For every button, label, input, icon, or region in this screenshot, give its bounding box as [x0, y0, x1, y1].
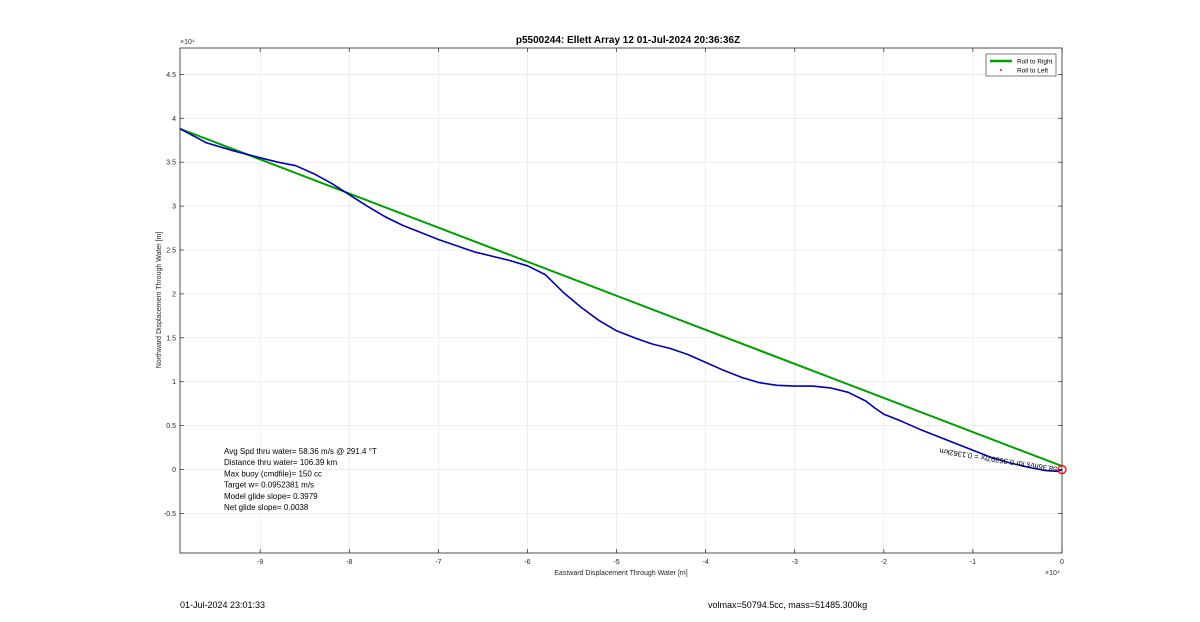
legend-marker-roll-left — [1000, 69, 1002, 71]
x-tick-label: -9 — [257, 559, 263, 566]
x-tick-label: -2 — [881, 559, 887, 566]
y-tick-label: 1 — [172, 379, 176, 386]
x-tick-label: -5 — [613, 559, 619, 566]
y-tick-label: 4.5 — [166, 72, 176, 79]
y-axis-label: Northward Displacement Through Water [m] — [156, 232, 163, 369]
x-tick-label: -3 — [792, 559, 798, 566]
legend: Roll to Right Roll to Left — [985, 53, 1057, 77]
x-tick-label: -1 — [970, 559, 976, 566]
y-tick-label: 0 — [172, 467, 176, 474]
footer-timestamp: 01-Jul-2024 23:01:33 — [180, 600, 266, 610]
footer-volume-mass: volmax=50794.5cc, mass=51485.300kg — [708, 600, 868, 610]
end-position-marker — [1057, 464, 1067, 475]
annotation-line: Distance thru water= 106.39 km — [224, 458, 338, 467]
y-tick-label: -0.5 — [164, 511, 176, 518]
y-tick-label: 3 — [172, 204, 176, 211]
y-tick-label: 2 — [172, 291, 176, 298]
series-track — [179, 128, 1063, 473]
y-tick-label: 1.5 — [166, 335, 176, 342]
x-axis-label: Eastward Displacement Through Water [m] — [554, 570, 687, 577]
stats-annotations: Avg Spd thru water= 58.36 m/s @ 291.4 °T… — [224, 447, 377, 512]
annotation-line: Model glide slope= 0.3979 — [224, 492, 318, 501]
y-tick-label: 2.5 — [166, 248, 176, 255]
annotation-line: Max buoy (cmdfile)= 150 cc — [224, 469, 322, 478]
legend-box — [985, 53, 1057, 77]
x-exponent-label: ×10⁴ — [1045, 570, 1060, 577]
legend-label-roll-right: Roll to Right — [1017, 59, 1053, 66]
series-roll-to-right — [179, 127, 1063, 468]
x-tick-label: -4 — [703, 559, 709, 566]
y-exponent-label: ×10⁴ — [180, 39, 195, 46]
annotation-line: Net glide slope= 0.0038 — [224, 503, 309, 512]
y-tick-label: 0.5 — [166, 423, 176, 430]
x-tick-label: 0 — [1060, 559, 1064, 566]
x-tick-label: -7 — [435, 559, 441, 566]
y-tick-label: 3.5 — [166, 160, 176, 167]
x-tick-label: -6 — [524, 559, 530, 566]
plot-area-frame — [179, 47, 1063, 554]
legend-label-roll-left: Roll to Left — [1017, 68, 1048, 75]
x-tick-label: -8 — [346, 559, 352, 566]
axes: -9 -8 -7 -6 -5 -4 -3 -2 -1 0 -0.5 0 0.5 1 1.5 2 2.5 3 3.5 4… — [164, 48, 1064, 566]
chart-title: p5500244: Ellett Array 12 01-Jul-2024 20… — [516, 35, 740, 46]
annotation-line: Target w= 0.0952381 m/s — [224, 481, 314, 490]
y-tick-label: 4 — [172, 116, 176, 123]
annotation-line: Avg Spd thru water= 58.36 m/s @ 291.4 °T — [224, 447, 377, 456]
